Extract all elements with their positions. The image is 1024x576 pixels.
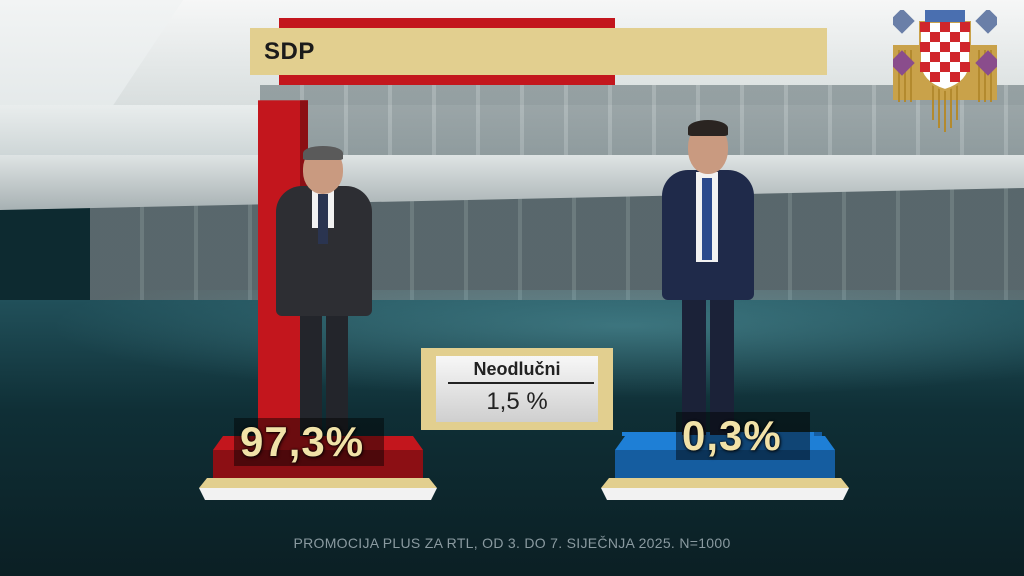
value-label-right: 0,3% [682,412,782,459]
page-title: SDP [264,38,315,65]
undecided-card [436,356,598,422]
pedestal-face-1 [213,436,423,450]
pedestal-gold-2 [601,478,849,488]
croatian-coat-of-arms-icon [893,10,997,132]
pedestal-top-1 [213,450,423,478]
header-accent-top [279,18,615,28]
bar-shade-2 [814,432,822,436]
pedestal-top-2 [615,450,835,478]
candidate-left-figure [272,146,376,444]
background-ground [0,300,1024,576]
pedestal-base-1 [199,488,437,500]
pedestal-face-2 [615,436,835,450]
candidate-right-figure [660,120,756,438]
undecided-label: Neodlučni [473,359,561,379]
header-bar [250,28,827,75]
value-label-left: 97,3% [240,418,365,465]
undecided-value: 1,5 % [486,388,548,415]
value-label-bg-left [234,418,384,466]
undecided-divider [448,382,594,384]
pedestal-base-2 [601,488,849,500]
pedestal-gold-1 [199,478,437,488]
value-label-bg-right [676,412,810,460]
source-note: PROMOCIJA PLUS ZA RTL, OD 3. DO 7. SIJEČ… [293,535,731,551]
header-accent-bottom [279,75,615,85]
